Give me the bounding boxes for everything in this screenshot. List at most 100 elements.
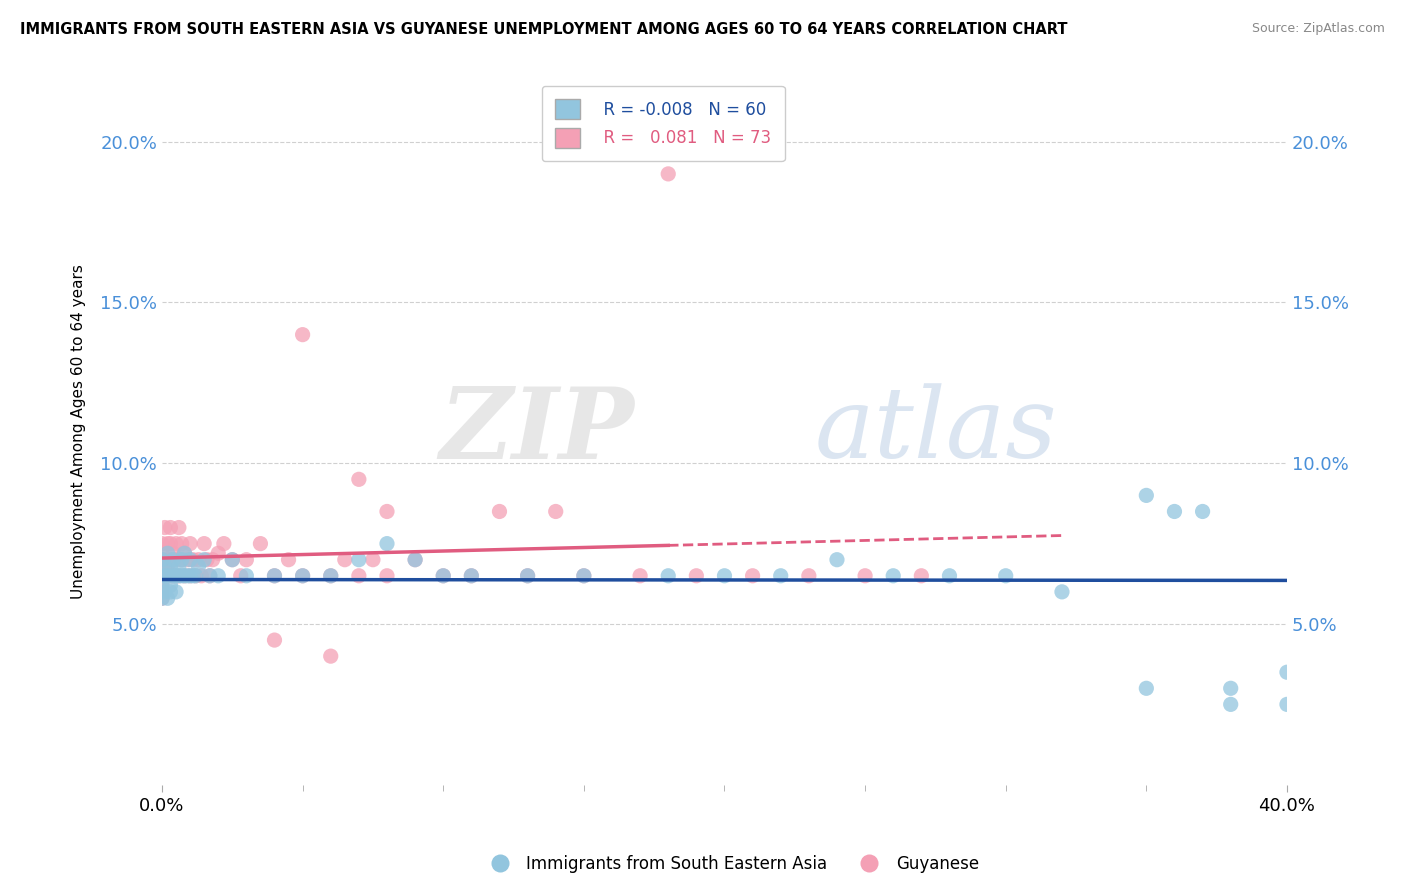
- Point: [375, 536, 398, 550]
- Point: [181, 552, 204, 566]
- Point: [347, 552, 370, 566]
- Point: [516, 568, 538, 582]
- Point: [167, 559, 190, 574]
- Point: [994, 568, 1017, 582]
- Point: [184, 568, 207, 582]
- Text: Source: ZipAtlas.com: Source: ZipAtlas.com: [1251, 22, 1385, 36]
- Point: [198, 568, 221, 582]
- Y-axis label: Unemployment Among Ages 60 to 64 years: Unemployment Among Ages 60 to 64 years: [72, 264, 86, 599]
- Point: [159, 536, 181, 550]
- Point: [347, 472, 370, 486]
- Legend: Immigrants from South Eastern Asia, Guyanese: Immigrants from South Eastern Asia, Guya…: [477, 848, 986, 880]
- Point: [853, 568, 876, 582]
- Point: [1191, 504, 1213, 518]
- Point: [179, 568, 201, 582]
- Point: [221, 552, 243, 566]
- Point: [195, 552, 218, 566]
- Point: [150, 546, 173, 560]
- Point: [187, 559, 209, 574]
- Point: [319, 568, 342, 582]
- Point: [150, 578, 173, 592]
- Point: [193, 536, 215, 550]
- Point: [1219, 698, 1241, 712]
- Text: atlas: atlas: [814, 384, 1057, 479]
- Point: [221, 552, 243, 566]
- Point: [291, 568, 314, 582]
- Point: [156, 591, 179, 606]
- Point: [207, 568, 229, 582]
- Point: [1135, 681, 1157, 696]
- Point: [165, 536, 187, 550]
- Point: [187, 552, 209, 566]
- Point: [488, 504, 510, 518]
- Point: [460, 568, 482, 582]
- Point: [165, 585, 187, 599]
- Point: [797, 568, 820, 582]
- Point: [544, 504, 567, 518]
- Point: [156, 536, 179, 550]
- Point: [741, 568, 763, 582]
- Point: [432, 568, 454, 582]
- Point: [156, 568, 179, 582]
- Point: [1050, 585, 1073, 599]
- Point: [173, 568, 195, 582]
- Point: [319, 649, 342, 664]
- Point: [361, 552, 384, 566]
- Point: [1163, 504, 1185, 518]
- Point: [150, 552, 173, 566]
- Point: [375, 568, 398, 582]
- Point: [176, 552, 198, 566]
- Point: [156, 559, 179, 574]
- Point: [179, 536, 201, 550]
- Point: [159, 520, 181, 534]
- Point: [153, 520, 176, 534]
- Point: [263, 633, 285, 648]
- Point: [572, 568, 595, 582]
- Point: [170, 552, 193, 566]
- Point: [176, 568, 198, 582]
- Point: [150, 585, 173, 599]
- Point: [173, 546, 195, 560]
- Point: [1219, 681, 1241, 696]
- Point: [713, 568, 735, 582]
- Point: [165, 568, 187, 582]
- Point: [162, 552, 184, 566]
- Point: [153, 585, 176, 599]
- Point: [1275, 665, 1298, 680]
- Point: [170, 536, 193, 550]
- Point: [153, 552, 176, 566]
- Point: [404, 552, 426, 566]
- Point: [167, 568, 190, 582]
- Point: [159, 578, 181, 592]
- Point: [319, 568, 342, 582]
- Text: ZIP: ZIP: [440, 383, 634, 479]
- Point: [167, 568, 190, 582]
- Point: [207, 546, 229, 560]
- Point: [235, 552, 257, 566]
- Point: [882, 568, 904, 582]
- Point: [165, 568, 187, 582]
- Point: [1275, 698, 1298, 712]
- Point: [190, 568, 212, 582]
- Point: [657, 568, 679, 582]
- Point: [153, 568, 176, 582]
- Point: [249, 536, 271, 550]
- Point: [263, 568, 285, 582]
- Point: [159, 568, 181, 582]
- Point: [938, 568, 960, 582]
- Point: [235, 568, 257, 582]
- Point: [516, 568, 538, 582]
- Point: [460, 568, 482, 582]
- Point: [1135, 488, 1157, 502]
- Point: [572, 568, 595, 582]
- Point: [404, 552, 426, 566]
- Point: [375, 504, 398, 518]
- Point: [179, 568, 201, 582]
- Point: [167, 520, 190, 534]
- Point: [159, 559, 181, 574]
- Legend:   R = -0.008   N = 60,   R =   0.081   N = 73: R = -0.008 N = 60, R = 0.081 N = 73: [541, 86, 785, 161]
- Point: [162, 568, 184, 582]
- Point: [333, 552, 356, 566]
- Point: [628, 568, 651, 582]
- Point: [156, 568, 179, 582]
